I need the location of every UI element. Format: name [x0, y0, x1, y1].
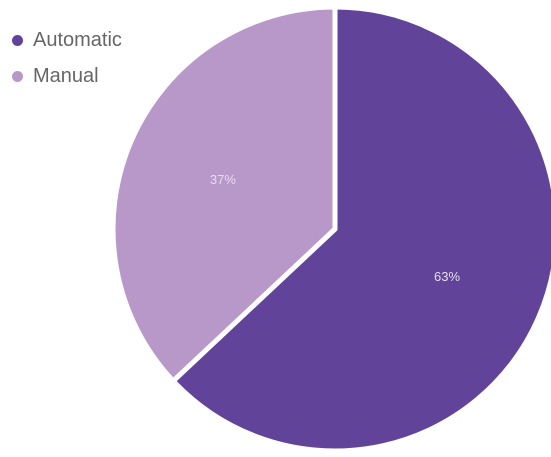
- pie-slice-manual[interactable]: [110, 4, 338, 384]
- legend-swatch-manual: [12, 70, 23, 82]
- slice-label-automatic: 63%: [434, 269, 460, 284]
- legend-item-automatic[interactable]: Automatic: [12, 22, 122, 58]
- legend-item-manual[interactable]: Manual: [12, 58, 122, 94]
- legend-swatch-automatic: [12, 34, 23, 46]
- legend-label-automatic: Automatic: [33, 28, 122, 51]
- chart-legend: Automatic Manual: [12, 22, 122, 94]
- pie-slice-automatic[interactable]: [170, 4, 551, 454]
- legend-label-manual: Manual: [33, 64, 99, 87]
- slice-label-manual: 37%: [210, 172, 236, 187]
